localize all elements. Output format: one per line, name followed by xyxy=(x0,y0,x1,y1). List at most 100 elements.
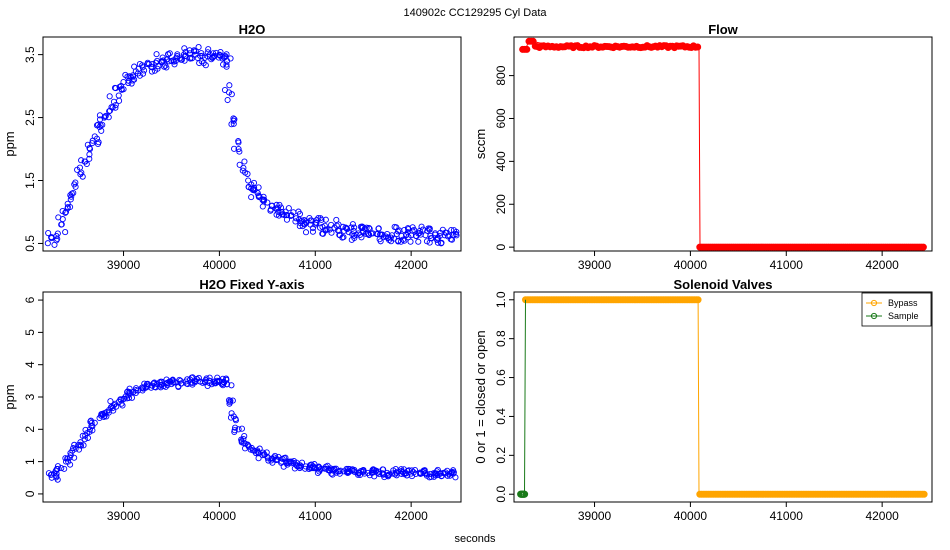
data-point xyxy=(416,230,423,237)
data-point xyxy=(164,382,171,389)
data-point xyxy=(433,470,440,477)
y-tick-label: 6 xyxy=(23,296,37,303)
data-point xyxy=(202,62,209,69)
x-tick-label: 40000 xyxy=(674,258,708,272)
data-point xyxy=(255,184,262,191)
data-point xyxy=(294,462,301,470)
data-point xyxy=(102,113,109,120)
data-point xyxy=(212,380,219,387)
data-point xyxy=(106,93,113,100)
data-point xyxy=(255,449,262,456)
data-point xyxy=(76,164,83,171)
data-point xyxy=(69,447,76,454)
data-point xyxy=(267,206,274,213)
y-tick-label: 0 xyxy=(23,490,37,497)
data-point xyxy=(198,58,205,65)
data-point xyxy=(240,439,247,447)
data-point xyxy=(264,455,271,462)
data-point xyxy=(228,121,235,128)
data-point xyxy=(126,385,133,392)
data-point xyxy=(100,413,107,420)
y-tick-label: 2 xyxy=(23,426,37,433)
data-point xyxy=(70,189,77,196)
data-point xyxy=(235,145,242,153)
data-point xyxy=(132,389,139,397)
data-point xyxy=(405,467,412,474)
y-tick-label: 3.5 xyxy=(23,46,37,63)
data-point xyxy=(210,50,217,57)
y-tick-label: 2.5 xyxy=(23,109,37,126)
data-point xyxy=(62,229,69,236)
series-line-bypass xyxy=(525,299,925,495)
data-point xyxy=(163,64,170,71)
data-point xyxy=(293,215,300,222)
data-point xyxy=(175,383,182,390)
data-point xyxy=(181,45,188,52)
data-point xyxy=(224,96,231,104)
data-point xyxy=(277,204,285,211)
chart-title: H2O xyxy=(239,22,266,37)
data-point xyxy=(245,443,252,450)
data-point xyxy=(400,236,407,243)
data-point xyxy=(181,52,189,60)
data-point xyxy=(360,467,367,474)
data-point xyxy=(260,198,267,205)
data-point xyxy=(169,376,176,384)
x-tick-label: 42000 xyxy=(865,258,899,272)
data-point xyxy=(58,465,65,472)
data-point xyxy=(255,193,262,201)
figure-xlabel: seconds xyxy=(455,533,496,545)
data-point xyxy=(450,467,457,474)
data-point xyxy=(86,151,93,158)
data-point xyxy=(349,221,356,228)
data-point xyxy=(47,471,54,478)
x-tick-label: 42000 xyxy=(394,509,428,523)
x-tick-label: 42000 xyxy=(865,509,899,523)
chart-title: H2O Fixed Y-axis xyxy=(199,277,304,292)
chart-panel-3: H2O Fixed Y-axis 39000 40000 41000 42000 0 1 2 3… xyxy=(2,277,462,523)
data-point xyxy=(118,82,125,90)
data-point xyxy=(229,397,236,404)
x-tick-label: 41000 xyxy=(299,258,333,272)
x-tick-label: 40000 xyxy=(203,509,237,523)
data-point xyxy=(77,441,84,448)
data-point xyxy=(221,86,228,94)
data-point xyxy=(401,237,408,244)
data-point xyxy=(339,234,346,241)
legend: Bypass Sample xyxy=(861,292,932,327)
data-point xyxy=(227,397,234,404)
data-point xyxy=(385,234,392,241)
plot-area xyxy=(519,37,927,251)
data-point xyxy=(241,158,248,165)
plot-area xyxy=(45,374,459,483)
data-point xyxy=(227,55,234,62)
data-point xyxy=(398,238,405,245)
data-point xyxy=(81,436,88,443)
data-point xyxy=(296,210,304,217)
data-point xyxy=(205,46,212,53)
legend-label: Sample xyxy=(888,311,919,321)
data-point xyxy=(81,158,88,165)
data-point xyxy=(236,161,243,168)
data-point xyxy=(259,203,266,210)
data-point xyxy=(219,382,226,389)
data-point xyxy=(694,296,702,304)
y-tick-label: 3 xyxy=(23,393,37,400)
data-point xyxy=(317,215,324,222)
y-tick-label: 0.0 xyxy=(494,486,508,503)
data-point xyxy=(223,61,230,68)
data-point xyxy=(186,47,193,54)
data-point xyxy=(135,65,142,72)
data-point xyxy=(228,410,235,417)
data-point xyxy=(53,233,60,240)
data-point xyxy=(80,442,87,449)
data-point xyxy=(920,490,928,498)
y-tick-label: 600 xyxy=(494,108,508,128)
data-point xyxy=(523,45,531,53)
data-point xyxy=(230,115,237,122)
data-point xyxy=(232,424,239,431)
data-point xyxy=(363,224,370,231)
data-point xyxy=(434,239,441,246)
data-point xyxy=(190,47,198,54)
